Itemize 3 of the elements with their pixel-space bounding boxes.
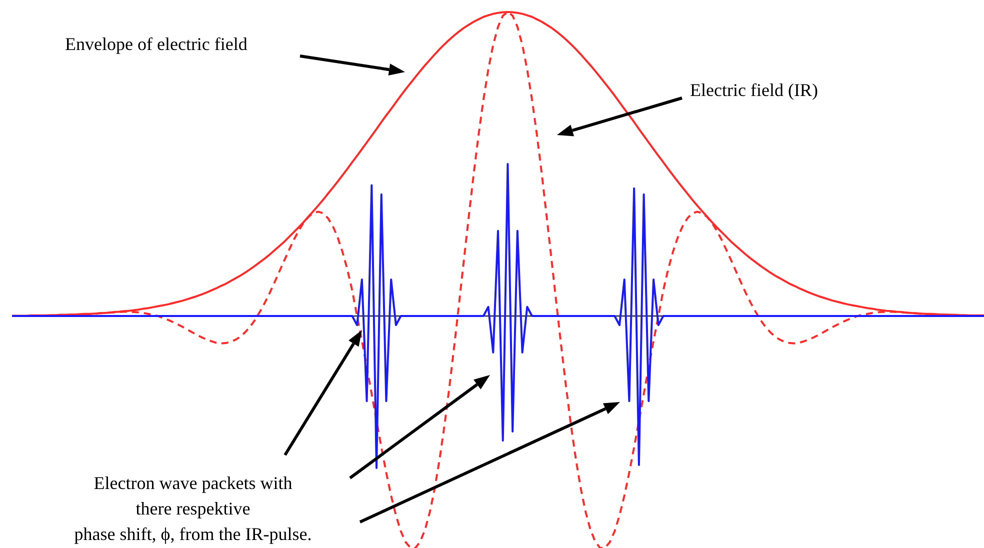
annotation: Electric field (IR) [690,80,818,100]
annotation: Electron wave packets with there respektive phase shift, ϕ, from the IR-pulse. [74,473,312,544]
annotation: Envelope of electric field [65,34,248,54]
